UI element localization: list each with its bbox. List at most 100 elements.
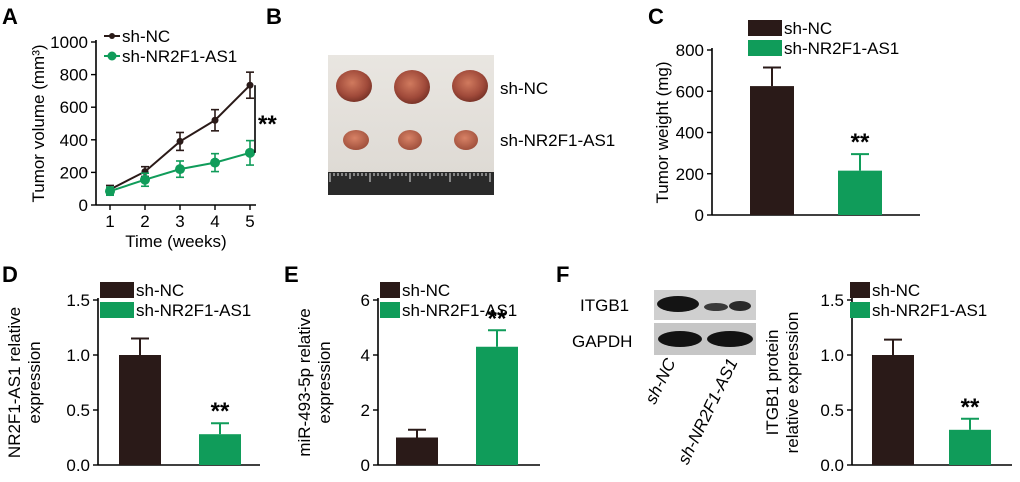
y-axis-title: NR2F1-AS1 relative [5, 307, 24, 458]
y-tick-label: 800 [676, 41, 704, 60]
band-itgb1-sh-nc [657, 296, 699, 312]
data-point [245, 147, 255, 158]
y-axis-title: expression [315, 341, 334, 423]
y-tick-label: 800 [60, 66, 88, 85]
panel-label-f: F [556, 262, 569, 287]
y-axis-title: Tumor weight (mg) [653, 61, 672, 203]
legend-label: sh-NC [872, 281, 920, 300]
data-point [176, 137, 184, 145]
significance-marker: ** [961, 394, 980, 421]
panel-label-b: B [266, 4, 282, 29]
y-axis-title: expression [25, 341, 44, 423]
y-tick-label: 1.0 [66, 346, 90, 365]
legend-label: sh-NR2F1-AS1 [122, 47, 237, 66]
x-tick-label: 1 [105, 212, 114, 231]
y-tick-label: 400 [676, 124, 704, 143]
significance-marker: ** [211, 398, 230, 425]
legend-label: sh-NR2F1-AS1 [136, 301, 251, 320]
significance-marker: ** [488, 305, 507, 332]
legend-swatch [380, 282, 400, 298]
bar-sh-nc [750, 86, 794, 215]
data-point [210, 157, 220, 168]
bar-sh-nc [119, 355, 161, 465]
panel-a-line-chart: 0 200 400 600 800 1000 1 2 3 4 5 Time (weeks) Tumor … [29, 27, 277, 251]
bar-sh-nr2f1-as1 [199, 434, 241, 465]
blot-label-itgb1: ITGB1 [580, 296, 629, 315]
bar-sh-nr2f1-as1 [476, 346, 518, 465]
ruler [328, 172, 494, 195]
y-tick-label: 0 [361, 456, 370, 475]
panel-label-d: D [2, 262, 18, 287]
y-tick-label: 1.5 [66, 291, 90, 310]
legend-label: sh-NC [402, 281, 450, 300]
y-tick-label: 0 [695, 206, 704, 225]
y-tick-label: 2 [361, 401, 370, 420]
band-itgb1-sh-nr2f1-as1-b [729, 301, 751, 311]
bar-sh-nc [396, 437, 438, 465]
legend-marker [109, 33, 115, 39]
legend-label: sh-NR2F1-AS1 [784, 39, 899, 58]
legend-marker [107, 51, 117, 61]
y-tick-label: 200 [60, 163, 88, 182]
y-tick-label: 0.5 [66, 401, 90, 420]
legend-label: sh-NC [136, 281, 184, 300]
y-tick-label: 400 [60, 131, 88, 150]
tumors-sh-nr2f1-as1-row [343, 130, 478, 150]
panel-f-western-blot: ITGB1 GAPDH sh-NC sh-NR2F1-AS1 [572, 290, 756, 467]
legend-swatch [850, 302, 870, 318]
legend-swatch [380, 302, 400, 318]
panel-f-bar-chart: 0.0 0.5 1.0 1.5 ITGB1 protein relative expres… [763, 281, 1012, 475]
y-axis-title: relative expression [783, 312, 802, 454]
y-tick-label: 1.5 [820, 291, 844, 310]
y-tick-label: 600 [676, 82, 704, 101]
x-tick-label: 4 [210, 212, 219, 231]
y-tick-label: 1000 [50, 33, 88, 52]
y-axis-title: ITGB1 protein [763, 330, 782, 436]
x-tick-label: 2 [140, 212, 149, 231]
band-gapdh-sh-nr2f1-as1 [707, 331, 753, 347]
y-tick-label: 0 [79, 196, 88, 215]
y-axis-title: Tumor volume (mm³) [29, 44, 48, 202]
legend-swatch [100, 302, 134, 318]
data-point [211, 116, 219, 124]
panel-d-bar-chart: 0.0 0.5 1.0 1.5 NR2F1-AS1 relative expression… [5, 281, 260, 475]
y-tick-label: 0.0 [820, 456, 844, 475]
photo-label-sh-nc: sh-NC [500, 79, 548, 98]
significance-marker: ** [258, 111, 277, 138]
data-point [105, 186, 115, 197]
panel-label-e: E [284, 262, 299, 287]
y-tick-label: 200 [676, 165, 704, 184]
y-tick-label: 4 [361, 346, 370, 365]
y-tick-label: 6 [361, 291, 370, 310]
y-tick-label: 0.5 [820, 401, 844, 420]
bar-sh-nc [872, 355, 914, 465]
legend-label: sh-NC [784, 19, 832, 38]
significance-marker: ** [851, 129, 870, 156]
blot-label-gapdh: GAPDH [572, 332, 632, 351]
bar-sh-nr2f1-as1 [838, 170, 882, 215]
y-tick-label: 1.0 [820, 346, 844, 365]
y-tick-label: 0.0 [66, 456, 90, 475]
legend-label: sh-NR2F1-AS1 [402, 301, 517, 320]
x-tick-label: 5 [245, 212, 254, 231]
photo-label-sh-nr2f1-as1: sh-NR2F1-AS1 [500, 131, 615, 150]
y-axis-title: miR-493-5p relative [295, 308, 314, 456]
y-tick-label: 600 [60, 98, 88, 117]
legend-swatch [748, 40, 782, 56]
panel-e-bar-chart: 0 2 4 6 miR-493-5p relative expression ** sh-NC… [295, 281, 540, 475]
legend-label: sh-NR2F1-AS1 [872, 301, 987, 320]
bar-sh-nr2f1-as1 [949, 429, 991, 465]
data-point [140, 174, 150, 185]
legend-label: sh-NC [122, 27, 170, 46]
data-point [175, 164, 185, 175]
panel-label-a: A [2, 4, 18, 29]
x-axis-title: Time (weeks) [125, 232, 226, 251]
data-point [246, 81, 254, 89]
band-itgb1-sh-nr2f1-as1-a [704, 303, 728, 311]
x-tick-label: 3 [175, 212, 184, 231]
ruler-ticks [329, 173, 491, 182]
tumors-sh-nc-row [336, 70, 488, 104]
panel-label-c: C [648, 4, 664, 29]
